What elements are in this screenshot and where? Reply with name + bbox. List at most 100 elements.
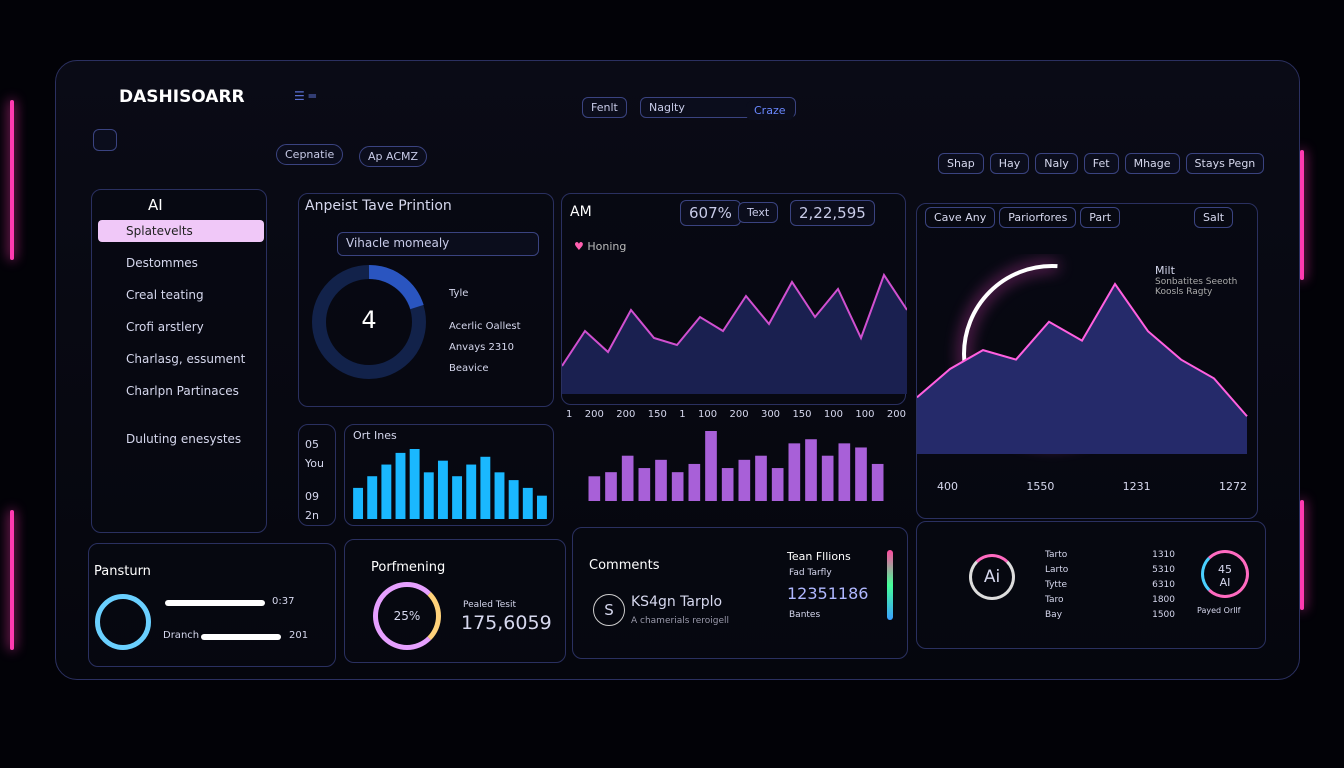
legend-item: Koosls Ragty	[1155, 287, 1213, 297]
button[interactable]: Part	[1080, 207, 1121, 228]
panel-title: AM	[570, 204, 592, 220]
nav-item[interactable]: Duluting enesystes	[126, 432, 242, 446]
button[interactable]: Fet	[1083, 153, 1119, 174]
bar	[395, 452, 406, 519]
team-title: Tean Fllions	[787, 550, 851, 563]
x-label: 100	[855, 409, 875, 420]
nav-item[interactable]: Charlasg, essument	[126, 352, 246, 366]
nav-item[interactable]: Destommes	[126, 256, 198, 270]
bar	[755, 455, 767, 501]
area-chart	[917, 264, 1248, 454]
nav-item[interactable]: Charlpn Partinaces	[126, 384, 239, 398]
bar	[705, 431, 717, 501]
comments-panel: Comments S KS4gn Tarplo A chamerials rer…	[572, 527, 908, 659]
bar	[466, 464, 477, 519]
stat: 400	[937, 480, 958, 493]
sidebar-list: Splatevelts Destommes Creal teating Crofi a…	[98, 220, 264, 460]
legend-label: Honing	[587, 240, 627, 253]
bar	[508, 480, 519, 519]
row-label: Taro	[1045, 595, 1064, 605]
bar	[588, 476, 601, 501]
stat: 1231	[1122, 480, 1151, 493]
mini-stat: You	[305, 457, 324, 470]
bar	[437, 460, 448, 519]
button[interactable]: Craze	[746, 101, 794, 120]
button[interactable]: Text	[738, 202, 779, 223]
button[interactable]: Naly	[1035, 153, 1078, 174]
x-label: 1	[566, 409, 573, 420]
button[interactable]: Salt	[1194, 207, 1234, 228]
bar	[738, 459, 751, 501]
panel-title: Comments	[589, 558, 660, 573]
legend: Milt Sonbatites Seeoth Koosls Ragty	[1155, 264, 1255, 297]
row-label: Tytte	[1045, 580, 1068, 590]
button[interactable]: Pariorfores	[999, 207, 1077, 228]
progress	[201, 634, 281, 640]
gauge	[887, 550, 893, 620]
search-box[interactable]: Vihacle momealy	[337, 232, 539, 256]
bar	[621, 455, 634, 501]
ai-row: Tytte 6310	[1045, 578, 1175, 593]
row-value: 1800	[1152, 595, 1175, 605]
neon-strip	[10, 100, 14, 260]
menu-icon[interactable]: ☰ ═	[294, 89, 316, 103]
nav-item[interactable]: Crofi arstlery	[126, 320, 204, 334]
bar	[855, 447, 867, 501]
button[interactable]: Shap	[938, 153, 984, 174]
area-panel: AM 607% Text 2,22,595 ♥ Honing	[561, 193, 907, 405]
ai-badge: Ai	[969, 554, 1015, 600]
label: Anvays 2310	[449, 342, 514, 353]
button[interactable]: Cave Any	[925, 207, 996, 228]
nav-item[interactable]: Creal teating	[126, 288, 204, 302]
x-label: 300	[760, 409, 781, 420]
neon-strip	[10, 510, 14, 650]
x-label: 200	[616, 409, 636, 420]
tab[interactable]: Cepnatie	[276, 144, 344, 165]
button[interactable]: Hay	[989, 153, 1030, 174]
x-labels: 1 200 200 150 1 100 200 300 150 100 100 200	[566, 409, 906, 420]
stat: 1272	[1218, 480, 1247, 493]
button[interactable]: Mhage	[1124, 153, 1180, 174]
right-panel: Cave Any Pariorfores Part Salt Milt Sonbatit…	[916, 203, 1258, 519]
panel-title: Porfmening	[371, 560, 446, 575]
mini-stat: 09	[305, 490, 319, 503]
bar	[771, 468, 784, 501]
row-label: Tarto	[1045, 550, 1068, 560]
ai-row: Taro 1800	[1045, 593, 1175, 608]
bar	[655, 459, 667, 501]
bar	[423, 472, 434, 519]
button[interactable]: Stays Pegn	[1185, 153, 1265, 174]
donut: 4	[312, 264, 426, 379]
back-button[interactable]	[93, 129, 117, 151]
x-label: 200	[886, 409, 906, 420]
sub: A chamerials reroigell	[631, 616, 730, 626]
ai-row: Bay 1500	[1045, 608, 1175, 623]
bar	[409, 449, 420, 519]
bar	[367, 476, 378, 519]
button[interactable]: Fenlt	[582, 97, 627, 118]
area-chart	[562, 272, 907, 394]
donut-center: 4	[361, 306, 376, 334]
x-label: 1	[679, 409, 686, 420]
row-label: Larto	[1045, 565, 1069, 575]
row-value: 1500	[1152, 610, 1175, 620]
donut-arc	[368, 264, 424, 310]
label: Acerlic Oallest	[449, 321, 521, 332]
bar	[480, 456, 491, 519]
bar	[605, 472, 617, 501]
bar	[522, 487, 533, 519]
tab[interactable]: Ap ACMZ	[359, 146, 428, 167]
legend: ♥ Honing	[574, 240, 627, 253]
right-buttons: Shap Hay Naly Fet Mhage Stays Pegn	[938, 153, 1265, 174]
bar	[671, 472, 684, 501]
nav-item[interactable]: Splatevelts	[98, 220, 264, 242]
bar	[788, 443, 801, 501]
team-value: 12351186	[787, 584, 869, 603]
bar	[838, 443, 851, 501]
donut-labels: Tyle Acerlic Oallest Anvays 2310 Beavice	[449, 288, 521, 384]
avatar: S	[593, 594, 625, 626]
bar	[721, 468, 734, 501]
team-foot: Bantes	[789, 610, 821, 620]
value: 201	[289, 630, 309, 641]
line	[917, 282, 1248, 417]
